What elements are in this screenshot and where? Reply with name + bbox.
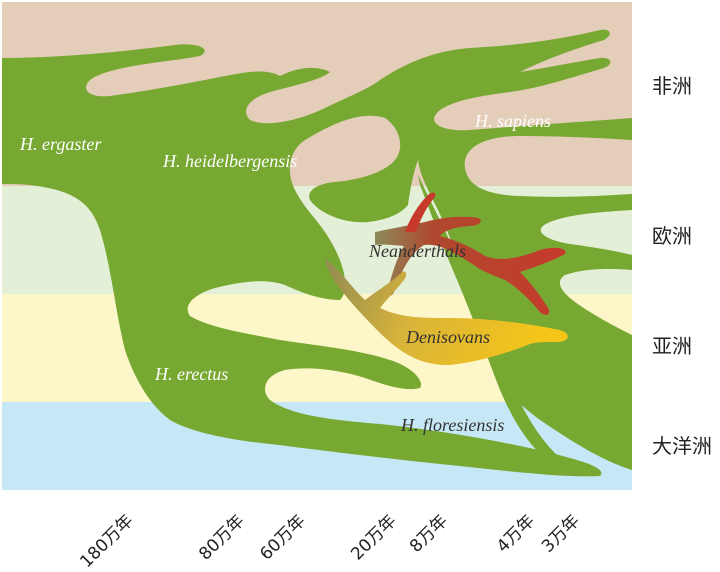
label-denisovans: Denisovans [405, 327, 490, 347]
label-heidelbergensis: H. heidelbergensis [162, 151, 297, 171]
label-sapiens: H. sapiens [474, 111, 551, 131]
green-lineage-tree [2, 29, 632, 477]
region-label-asia: 亚洲 [652, 334, 692, 358]
label-erectus: H. erectus [154, 364, 228, 384]
label-ergaster: H. ergaster [19, 134, 102, 154]
denisovan-lineage [325, 258, 568, 366]
label-floresiensis: H. floresiensis [400, 415, 504, 435]
region-label-europe: 欧洲 [652, 224, 692, 248]
region-label-africa: 非洲 [652, 74, 692, 98]
neanderthal-lineage [375, 192, 566, 315]
label-neanderthals: Neanderthals [368, 241, 466, 261]
region-label-oceania: 大洋洲 [652, 434, 712, 458]
